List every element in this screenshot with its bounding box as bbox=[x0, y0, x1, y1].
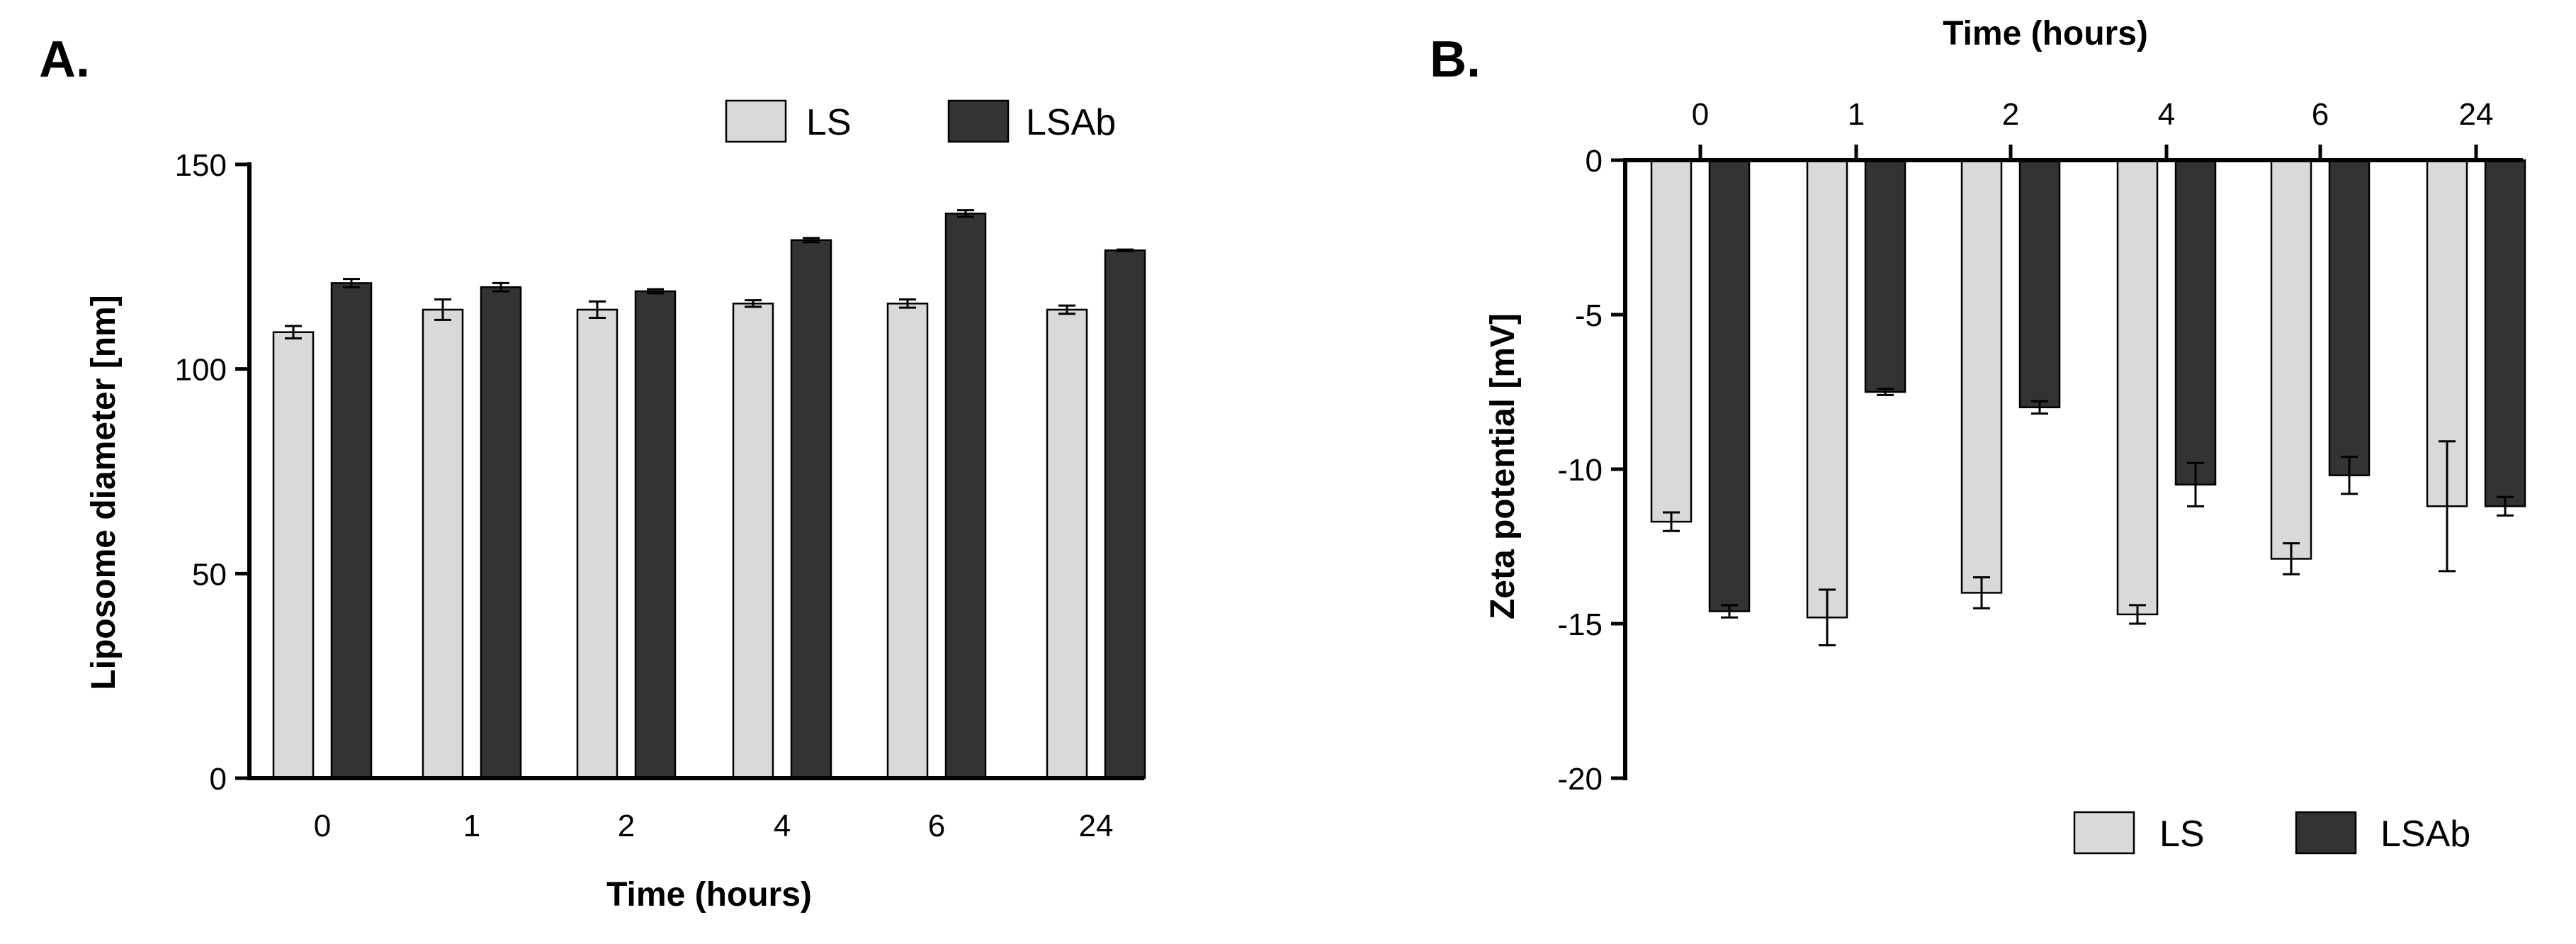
panel-b-y-tick-label: -15 bbox=[1557, 607, 1603, 642]
panel-a-bar-lsab-24h bbox=[1104, 249, 1146, 780]
panel-b-bar-ls-1h bbox=[1806, 159, 1848, 619]
panel-a-legend-swatch-lsab bbox=[947, 99, 1010, 143]
panel-b-x-tick-label: 0 bbox=[1692, 97, 1709, 132]
panel-a-bar-ls-1h bbox=[422, 308, 464, 780]
panel-a-x-tick-label: 6 bbox=[928, 809, 945, 843]
panel-a-x-tick-label: 2 bbox=[618, 809, 635, 843]
panel-a-bar-lsab-0h bbox=[330, 282, 373, 780]
panel-a-x-tick-label: 24 bbox=[1079, 809, 1114, 843]
panel-a-error-bar-ls-2h bbox=[589, 300, 606, 319]
panel-a-y-tick-label: 100 bbox=[175, 353, 227, 388]
panel-b-bar-ls-4h bbox=[2116, 159, 2159, 616]
panel-a-bar-lsab-6h bbox=[944, 213, 987, 780]
panel-b-legend: LS LSAb bbox=[2073, 811, 2470, 855]
panel-a-legend-label-ls: LS bbox=[806, 102, 852, 143]
panel-b-bar-lsab-24h bbox=[2484, 159, 2526, 507]
panel-a-error-bar-lsab-1h bbox=[492, 281, 509, 293]
panel-b-x-tick-label: 6 bbox=[2312, 97, 2329, 132]
panel-a-x-tick-label: 4 bbox=[774, 809, 791, 843]
panel-a-y-tick-label: 0 bbox=[210, 762, 227, 797]
panel-a-error-bar-ls-24h bbox=[1058, 304, 1075, 315]
panel-b-x-tick-label: 4 bbox=[2158, 97, 2175, 132]
panel-b-legend-swatch-ls bbox=[2073, 811, 2135, 855]
panel-a-legend-swatch-ls bbox=[725, 99, 787, 143]
panel-b-error-bar-ls-2h bbox=[1973, 576, 1990, 609]
panel-a-legend-item-lsab: LSAb bbox=[947, 99, 1116, 143]
panel-b-bar-lsab-4h bbox=[2174, 159, 2217, 486]
panel-a-bar-lsab-1h bbox=[480, 286, 522, 780]
panel-b-bar-ls-0h bbox=[1650, 159, 1693, 523]
panel-b-bar-lsab-0h bbox=[1708, 159, 1751, 612]
panel-a-error-bar-ls-6h bbox=[899, 298, 916, 309]
panel-a-error-bar-ls-0h bbox=[285, 325, 302, 339]
panel-a-x-tick-label: 1 bbox=[463, 809, 480, 843]
panel-b-error-bar-lsab-24h bbox=[2497, 495, 2514, 517]
panel-b-bar-ls-2h bbox=[1960, 159, 2003, 594]
panel-b-bar-ls-6h bbox=[2270, 159, 2312, 560]
panel-b-letter: B. bbox=[1430, 31, 1481, 88]
panel-a-bar-ls-0h bbox=[272, 331, 315, 780]
panel-b-y-tick-label: 0 bbox=[1586, 144, 1603, 179]
panel-b-bar-lsab-2h bbox=[2018, 159, 2061, 409]
panel-b-y-tick-label: -20 bbox=[1557, 762, 1603, 797]
panel-a-error-bar-lsab-24h bbox=[1117, 248, 1134, 252]
panel-b-error-bar-lsab-0h bbox=[1721, 604, 1738, 619]
panel-b-x-tick-label: 2 bbox=[2002, 97, 2019, 132]
panel-a-bar-ls-24h bbox=[1046, 308, 1088, 780]
panel-b-y-tick-label: -5 bbox=[1575, 298, 1603, 333]
panel-b-error-bar-lsab-2h bbox=[2031, 400, 2048, 415]
panel-b-legend-label-ls: LS bbox=[2159, 814, 2205, 855]
panel-b-error-bar-ls-24h bbox=[2439, 440, 2456, 573]
panel-b-legend-item-lsab: LSAb bbox=[2295, 811, 2470, 855]
panel-a-error-bar-lsab-0h bbox=[343, 278, 360, 288]
panel-b-bar-lsab-1h bbox=[1864, 159, 1906, 393]
panel-b-error-bar-lsab-4h bbox=[2187, 461, 2204, 507]
panel-b-x-axis-title: Time (hours) bbox=[1943, 15, 2148, 52]
panel-a-error-bar-lsab-6h bbox=[957, 209, 974, 218]
panel-a-letter: A. bbox=[39, 31, 90, 88]
panel-b-error-bar-ls-4h bbox=[2129, 604, 2146, 625]
panel-b-error-bar-lsab-1h bbox=[1877, 388, 1894, 396]
panel-b-bar-lsab-6h bbox=[2328, 159, 2371, 476]
panel-a-error-bar-lsab-2h bbox=[647, 288, 664, 295]
panel-b-legend-label-lsab: LSAb bbox=[2380, 814, 2470, 855]
panel-a-y-tick-label: 150 bbox=[175, 148, 227, 183]
panel-b-legend-item-ls: LS bbox=[2073, 811, 2205, 855]
panel-a-bar-lsab-4h bbox=[790, 239, 832, 780]
panel-a-bar-ls-2h bbox=[576, 308, 618, 780]
panel-a-error-bar-ls-1h bbox=[434, 298, 451, 321]
panel-a-bar-ls-6h bbox=[886, 303, 929, 780]
panel-a-error-bar-ls-4h bbox=[745, 299, 762, 308]
panel-a-chart: A. Liposome diameter [nm] Time (hours) L… bbox=[39, 31, 1146, 914]
panel-b-error-bar-ls-0h bbox=[1663, 511, 1680, 532]
panel-a-x-axis-title: Time (hours) bbox=[606, 876, 812, 914]
panel-a-legend-label-lsab: LSAb bbox=[1026, 102, 1116, 143]
panel-b-legend-swatch-lsab bbox=[2295, 811, 2357, 855]
panel-b-error-bar-ls-1h bbox=[1819, 588, 1836, 647]
panel-b-error-bar-lsab-6h bbox=[2341, 456, 2358, 495]
panel-a-y-tick-label: 50 bbox=[192, 557, 227, 592]
panel-b-error-bar-ls-6h bbox=[2283, 542, 2300, 575]
panel-a-error-bar-lsab-4h bbox=[803, 237, 820, 244]
panel-a-legend: LS LSAb bbox=[725, 99, 1116, 143]
panel-b-x-tick-label: 24 bbox=[2459, 97, 2494, 132]
panel-a-bar-ls-4h bbox=[732, 303, 774, 780]
panel-b-y-axis-title: Zeta potential [mV] bbox=[1484, 313, 1522, 619]
panel-a-x-tick-label: 0 bbox=[314, 809, 331, 843]
panel-a-legend-item-ls: LS bbox=[725, 99, 852, 143]
panel-a-bar-lsab-2h bbox=[634, 290, 677, 780]
panel-b-chart: B. Time (hours) Zeta potential [mV] LS LS… bbox=[1430, 15, 2526, 855]
panel-b-y-tick-label: -10 bbox=[1557, 453, 1603, 488]
panel-a-y-axis-title: Liposome diameter [nm] bbox=[85, 295, 123, 690]
panel-b-x-tick-label: 1 bbox=[1848, 97, 1865, 132]
